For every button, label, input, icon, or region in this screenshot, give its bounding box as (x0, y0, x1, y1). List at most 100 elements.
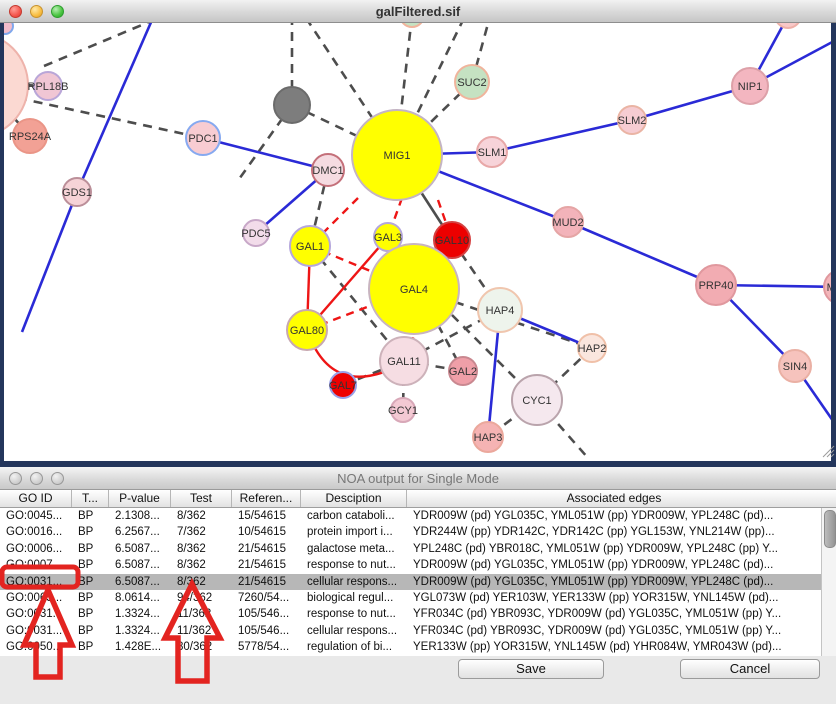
node-PDC1[interactable] (185, 120, 221, 156)
node-top-green[interactable] (400, 3, 424, 28)
node-DMC1[interactable] (311, 153, 345, 187)
node-HAP2[interactable] (577, 333, 607, 363)
save-button[interactable]: Save (458, 659, 604, 679)
edge-pd-dash[interactable] (308, 245, 406, 362)
cell-description: response to nut... (307, 559, 396, 572)
table-row[interactable]: GO:0007... BP 6.5087... 8/362 21/54615 respon… (0, 557, 836, 574)
close-button-icon[interactable] (9, 4, 22, 18)
edge-pd-dash[interactable] (436, 324, 465, 372)
column-header-reference[interactable]: Referen... (232, 490, 301, 507)
node-MIG1[interactable] (351, 109, 443, 201)
node-label-GAL11: GAL11 (387, 356, 420, 368)
node-corner-node[interactable] (0, 18, 14, 35)
node-RPL18B[interactable] (33, 71, 63, 101)
node-GAL80[interactable] (286, 309, 328, 351)
noa-output-window: NOA output for Single Mode GO ID T... P-va… (0, 467, 836, 704)
node-NIP1[interactable] (731, 67, 769, 105)
network-window: RPL18B RPS24A GDS1 PDC1 DMC1 MIG1 SUC2 SLM1 SLM2… (0, 0, 836, 462)
cell-description: response to nut... (307, 608, 396, 621)
node-label-SIN4: SIN4 (783, 361, 807, 373)
resize-grip-icon[interactable] (821, 444, 835, 458)
node-GAL11[interactable] (379, 336, 429, 386)
cell-reference: 21/54615 (238, 542, 286, 555)
column-header-go_id[interactable]: GO ID (0, 490, 72, 507)
cell-associated_edges: YER133W (pp) YOR315W, YNL145W (pd) YHR08… (413, 641, 782, 654)
cancel-button[interactable]: Cancel (680, 659, 820, 679)
network-window-title: galFiltered.sif (375, 3, 461, 19)
edge-pd-dash[interactable] (398, 16, 413, 121)
node-GAL4[interactable] (368, 243, 460, 335)
noa-window-title: NOA output for Single Mode (337, 470, 499, 486)
node-CYC1[interactable] (511, 374, 563, 426)
node-SLM2[interactable] (617, 105, 647, 135)
node-SLM1[interactable] (476, 136, 508, 168)
node-MSL1[interactable] (823, 270, 836, 304)
cell-type: BP (78, 624, 94, 637)
node-GAL7[interactable] (329, 371, 357, 399)
node-gray-node[interactable] (273, 86, 311, 124)
node-MUD2[interactable] (552, 206, 584, 238)
node-GDS1[interactable] (62, 177, 92, 207)
node-SIN4[interactable] (778, 349, 812, 383)
table-row[interactable]: GO:0031... BP 1.3324... 11/362 105/546... res… (0, 606, 836, 623)
cell-reference: 5778/54... (238, 641, 290, 654)
cell-associated_edges: YDR009W (pd) YGL035C, YML051W (pp) YDR00… (413, 559, 774, 572)
cell-type: BP (78, 510, 94, 522)
noa-titlebar[interactable]: NOA output for Single Mode (0, 467, 836, 490)
cell-type: BP (78, 575, 94, 588)
cell-test: 94/362 (177, 591, 213, 604)
node-GCY1[interactable] (390, 397, 416, 423)
node-GAL3[interactable] (373, 222, 403, 252)
table-row[interactable]: GO:0045... BP 2.1308... 8/362 15/54615 carbon… (0, 508, 836, 525)
zoom-button-icon[interactable] (51, 4, 64, 18)
edge-pp-blue[interactable] (20, 191, 79, 333)
column-header-p_value[interactable]: P-value (109, 490, 171, 507)
column-header-description[interactable]: Desciption (301, 490, 407, 507)
close-button-icon[interactable] (9, 471, 22, 485)
network-canvas-bg[interactable] (4, 22, 831, 461)
network-titlebar[interactable]: galFiltered.sif (0, 0, 836, 23)
table-row[interactable]: GO:0031... BP 6.5087... 8/362 21/54615 cellul… (0, 573, 836, 590)
edge-pp-blue[interactable] (202, 136, 329, 172)
node-GAL2[interactable] (448, 356, 478, 386)
cell-test: 8/362 (177, 575, 206, 588)
node-label-PDC1: PDC1 (188, 133, 217, 145)
edge-pp-blue[interactable] (491, 118, 633, 154)
edge-pp-blue[interactable] (567, 220, 717, 287)
node-RPS24A[interactable] (12, 118, 48, 154)
cell-go_id: GO:0045... (6, 510, 63, 522)
node-GAL1[interactable] (289, 225, 331, 267)
edge-pd-dash[interactable] (306, 18, 399, 156)
table-row[interactable]: GO:0065... BP 8.0614... 94/362 7260/54... bio… (0, 589, 836, 607)
node-HAP3[interactable] (472, 421, 504, 453)
minimize-button-icon[interactable] (30, 471, 43, 485)
node-HAP4[interactable] (477, 287, 523, 333)
node-big-left[interactable] (0, 33, 29, 137)
node-PDC5[interactable] (242, 219, 270, 247)
node-SUC2[interactable] (454, 64, 490, 100)
cell-associated_edges: YPL248C (pd) YBR018C, YML051W (pp) YDR00… (413, 542, 779, 555)
node-PRP40[interactable] (695, 264, 737, 306)
edge-pd-dash[interactable] (470, 20, 490, 83)
table-row[interactable]: GO:0031... BP 1.3324... 11/362 105/546... cel… (0, 622, 836, 640)
minimize-button-icon[interactable] (30, 4, 43, 18)
scrollbar-thumb[interactable] (824, 510, 836, 548)
column-header-test[interactable]: Test (171, 490, 232, 507)
edge-pp-blue[interactable] (631, 84, 751, 122)
edge-pd-dash[interactable] (536, 399, 589, 459)
table-row[interactable]: GO:0006... BP 6.5087... 8/362 21/54615 galact… (0, 540, 836, 558)
edge-pp-blue[interactable] (75, 20, 153, 193)
column-header-type[interactable]: T... (72, 490, 109, 507)
node-GAL10[interactable] (433, 221, 471, 259)
cell-reference: 10/54615 (238, 526, 286, 539)
table-row[interactable]: GO:0016... BP 6.2567... 7/362 10/54615 protei… (0, 524, 836, 541)
network-canvas[interactable]: RPL18B RPS24A GDS1 PDC1 DMC1 MIG1 SUC2 SLM1 SLM2… (0, 0, 836, 462)
vertical-scrollbar[interactable] (821, 508, 836, 656)
table-row[interactable]: GO:0050... BP 1.428E... 80/362 5778/54... reg… (0, 639, 836, 656)
node-top-pink[interactable] (775, 2, 801, 29)
cell-go_id: GO:0050... (6, 641, 63, 654)
cell-description: biological regul... (307, 591, 394, 604)
column-header-associated_edges[interactable]: Associated edges (566, 491, 662, 505)
edge-pd-dash[interactable] (536, 347, 593, 401)
zoom-button-icon[interactable] (51, 471, 64, 485)
